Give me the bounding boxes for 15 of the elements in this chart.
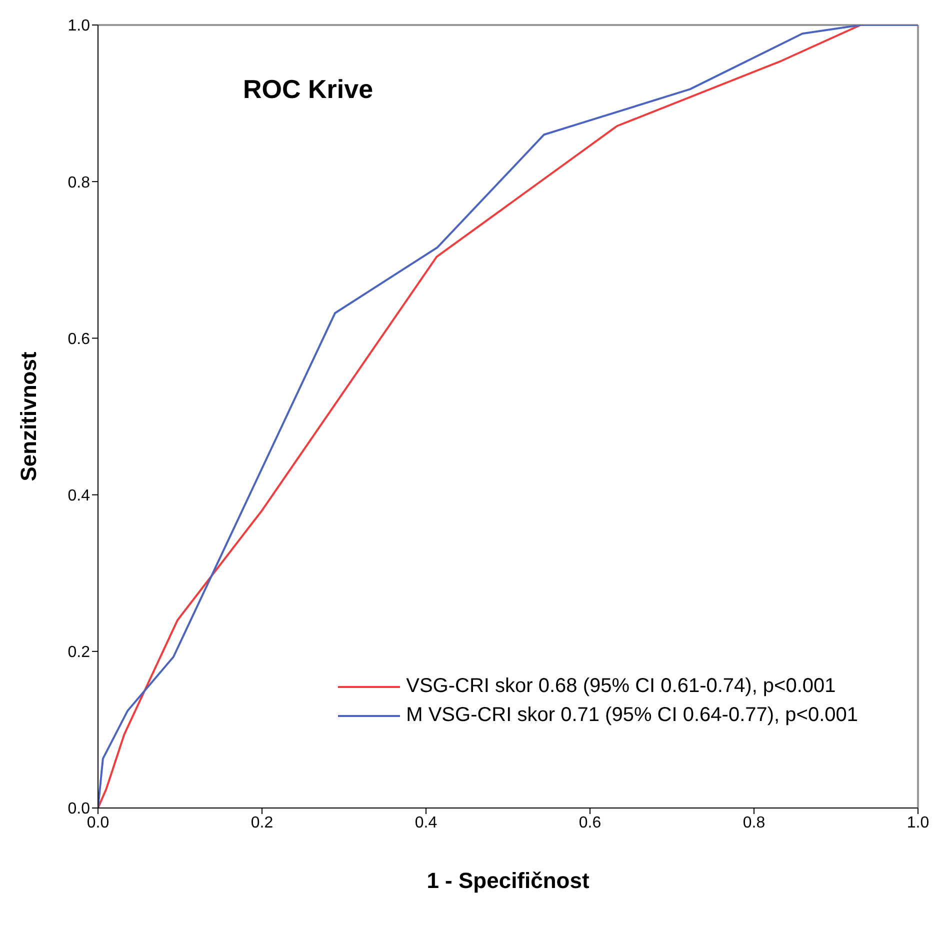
x-axis-title: 1 - Specifičnost [426,868,590,893]
y-axis-title: Senzitivnost [16,351,41,482]
y-tick-label: 0.6 [68,330,90,348]
legend-label: M VSG-CRI skor 0.71 (95% CI 0.64-0.77), p<0.001 [406,704,858,727]
text: ROC Krive [243,74,374,105]
x-tick-label: 0.8 [742,814,766,832]
x-tick-label: 0.2 [250,814,274,832]
x-tick-label: 0.4 [414,814,438,832]
y-tick-label: 0.8 [68,174,90,192]
legend-label: VSG-CRI skor 0.68 (95% CI 0.61-0.74), p<0.001 [406,675,836,698]
x-tick-label: 1.0 [906,814,930,832]
y-tick-label: 1.0 [68,18,90,35]
x-tick-label: 0.6 [578,814,602,832]
y-tick-label: 0.4 [68,487,90,504]
y-tick-label: 0.2 [68,644,90,662]
